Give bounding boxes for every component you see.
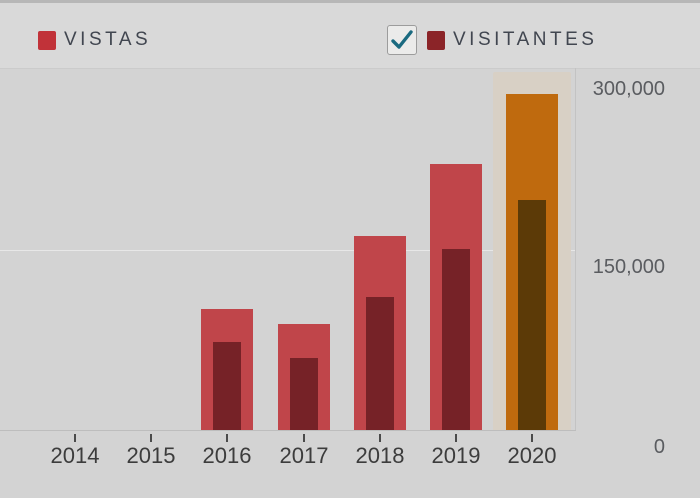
bar-visitantes-2018[interactable] [366, 297, 394, 430]
legend-label-visitantes: VISITANTES [453, 29, 598, 50]
x-tick-2014 [74, 434, 76, 442]
visitantes-checkbox[interactable] [387, 25, 417, 55]
x-tick-2018 [379, 434, 381, 442]
x-axis-label-2020: 2020 [507, 443, 557, 468]
y-axis-label-300000: 300,000 [592, 78, 665, 100]
x-axis-label-2017: 2017 [279, 443, 329, 468]
x-axis: 2014 2015 2016 2017 2018 2019 2020 [0, 430, 576, 475]
y-axis-label-0: 0 [653, 436, 665, 458]
visitantes-swatch-icon [427, 30, 445, 50]
x-axis-label-2018: 2018 [355, 443, 405, 468]
x-tick-2016 [226, 434, 228, 442]
y-axis-line [575, 68, 576, 430]
bar-visitantes-2019[interactable] [442, 249, 470, 430]
y-axis-label-150000: 150,000 [592, 256, 665, 278]
legend-label-vistas: VISTAS [64, 29, 152, 50]
legend-item-visitantes[interactable]: VISITANTES [387, 24, 597, 56]
plot-area [0, 68, 576, 431]
y-axis: 300,000 150,000 0 [555, 0, 665, 498]
bar-visitantes-2020[interactable] [518, 200, 546, 430]
x-tick-2017 [303, 434, 305, 442]
x-axis-label-2014: 2014 [50, 443, 100, 468]
checkmark-icon [391, 30, 413, 49]
bar-visitantes-2016[interactable] [213, 342, 241, 430]
x-axis-label-2015: 2015 [126, 443, 176, 468]
x-axis-line [0, 430, 576, 431]
vistas-swatch-icon [38, 30, 56, 50]
legend-item-vistas[interactable]: VISTAS [38, 24, 151, 56]
bar-visitantes-2017[interactable] [290, 358, 318, 430]
x-tick-2020 [531, 434, 533, 442]
x-axis-label-2016: 2016 [202, 443, 252, 468]
x-tick-2019 [455, 434, 457, 442]
window-top-edge [0, 0, 700, 3]
gridline-150000 [0, 250, 576, 251]
x-axis-label-2019: 2019 [431, 443, 481, 468]
legend-band [0, 3, 700, 69]
x-tick-2015 [150, 434, 152, 442]
